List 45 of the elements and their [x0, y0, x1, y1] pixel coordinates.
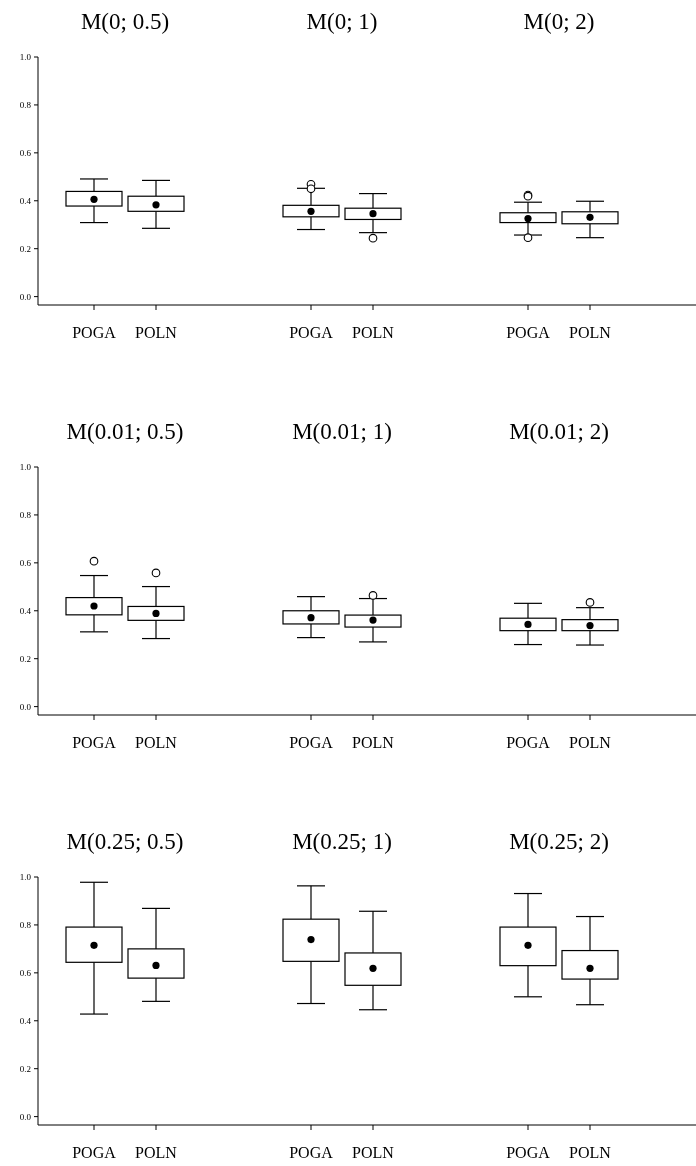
y-tick-label: 1.0 — [19, 51, 32, 62]
chart-title: M(0.25; 1) — [292, 829, 392, 854]
x-tick-label: POGA — [506, 734, 551, 751]
chart-title: M(0.01; 1) — [292, 419, 392, 444]
x-tick-label: POGA — [506, 324, 551, 341]
x-tick-label: POGA — [72, 1144, 117, 1161]
chart-title: M(0.25; 2) — [509, 829, 609, 854]
x-tick-label: POGA — [72, 734, 117, 751]
x-tick-label: POLN — [135, 324, 178, 341]
chart-title: M(0.01; 2) — [509, 419, 609, 444]
x-tick-label: POLN — [352, 1144, 395, 1161]
x-tick-label: POGA — [289, 1144, 334, 1161]
chart-title: M(0.25; 0.5) — [66, 829, 184, 854]
y-tick-label: 1.0 — [19, 871, 32, 882]
chart-title: M(0; 1) — [306, 9, 378, 34]
y-tick-label: 0.4 — [19, 605, 32, 616]
y-tick-label: 0.0 — [19, 1111, 32, 1122]
y-tick-label: 0.4 — [19, 1015, 32, 1026]
chart-title: M(0; 0.5) — [80, 9, 170, 34]
chart-title: M(0.01; 0.5) — [66, 419, 184, 444]
y-tick-label: 0.8 — [19, 919, 32, 930]
y-tick-label: 1.0 — [19, 461, 32, 472]
y-tick-label: 0.6 — [19, 967, 32, 978]
chart-title: M(0; 2) — [523, 9, 595, 34]
x-tick-label: POLN — [135, 1144, 178, 1161]
y-tick-label: 0.2 — [19, 243, 31, 254]
x-tick-label: POGA — [506, 1144, 551, 1161]
x-tick-label: POGA — [72, 324, 117, 341]
x-tick-label: POLN — [569, 734, 612, 751]
y-tick-label: 0.4 — [19, 195, 32, 206]
x-tick-label: POLN — [352, 734, 395, 751]
x-tick-label: POLN — [135, 734, 178, 751]
y-tick-label: 0.6 — [19, 557, 32, 568]
y-tick-label: 0.2 — [19, 653, 31, 664]
y-tick-label: 0.6 — [19, 147, 32, 158]
y-tick-label: 0.2 — [19, 1063, 31, 1074]
y-tick-label: 0.8 — [19, 99, 32, 110]
y-tick-label: 0.0 — [19, 291, 32, 302]
y-tick-label: 0.0 — [19, 701, 32, 712]
x-tick-label: POLN — [569, 1144, 612, 1161]
y-tick-label: 0.8 — [19, 509, 32, 520]
x-tick-label: POGA — [289, 324, 334, 341]
x-tick-label: POLN — [352, 324, 395, 341]
x-tick-label: POLN — [569, 324, 612, 341]
x-tick-label: POGA — [289, 734, 334, 751]
